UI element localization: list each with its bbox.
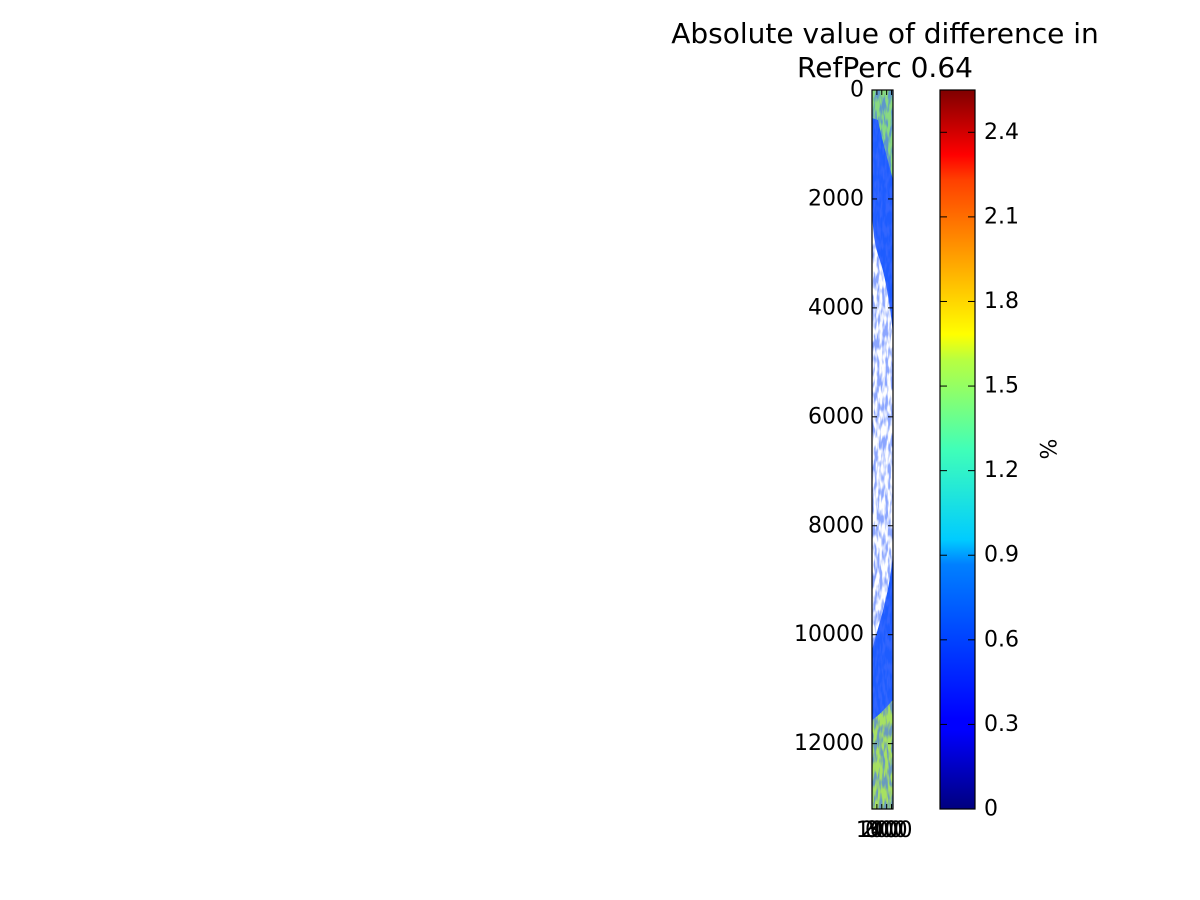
colorbar-tick-label: 2.1 [984, 204, 1019, 229]
y-tick-label: 4000 [808, 295, 864, 320]
chart-subtitle: RefPerc 0.64 [797, 51, 973, 84]
swath-image [872, 90, 893, 809]
x-tick-label: 300 [866, 818, 908, 843]
y-tick-label: 0 [850, 78, 864, 103]
colorbar-tick-label: 0 [984, 797, 998, 822]
x-tick-label: 100 [856, 818, 898, 843]
colorbar-tick-label: 2.4 [984, 120, 1019, 145]
colorbar-ticks: 0 0.3 0.6 0.9 1.2 1.5 1.8 2.1 2.4 [940, 120, 1019, 822]
y-tick-label: 6000 [808, 404, 864, 429]
swath-texture [872, 90, 893, 809]
colorbar-gradient [940, 90, 975, 809]
colorbar-tick-label: 1.5 [984, 374, 1019, 399]
colorbar-tick-label: 1.2 [984, 458, 1019, 483]
y-tick-label: 2000 [808, 186, 864, 211]
x-tick-label: 400 [871, 818, 913, 843]
chart-title: Absolute value of difference in [671, 17, 1099, 50]
colorbar-label: % [1038, 439, 1063, 460]
colorbar-tick-label: 1.8 [984, 289, 1019, 314]
colorbar-tick-label: 0.3 [984, 712, 1019, 737]
y-axis: 0 2000 4000 6000 8000 10000 12000 [794, 78, 893, 756]
colorbar: 0 0.3 0.6 0.9 1.2 1.5 1.8 2.1 2.4 % [939, 89, 1063, 822]
y-tick-label: 12000 [794, 731, 864, 756]
x-tick-label: 0 [865, 818, 879, 843]
y-tick-label: 8000 [808, 513, 864, 538]
colorbar-tick-label: 0.6 [984, 627, 1019, 652]
x-tick-label: 200 [861, 818, 903, 843]
y-tick-label: 10000 [794, 622, 864, 647]
colorbar-tick-label: 0.9 [984, 543, 1019, 568]
heatmap-frame [871, 89, 894, 810]
colorbar-frame [939, 89, 976, 810]
